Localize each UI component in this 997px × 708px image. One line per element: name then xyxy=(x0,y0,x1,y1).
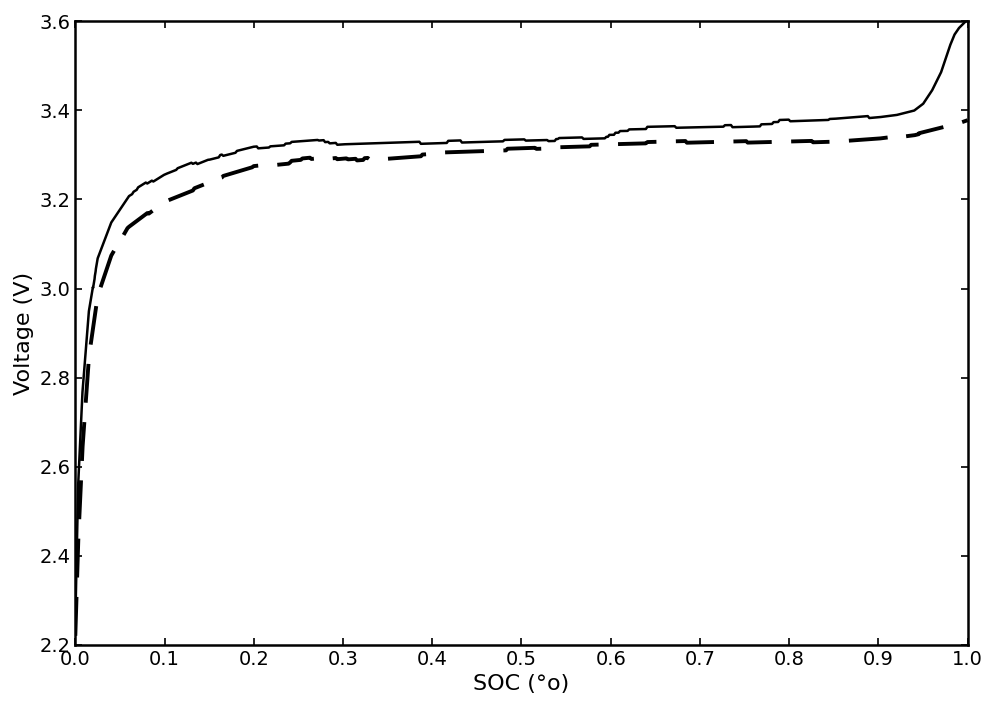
Y-axis label: Voltage (V): Voltage (V) xyxy=(14,271,34,394)
X-axis label: SOC (°o): SOC (°o) xyxy=(474,674,569,694)
